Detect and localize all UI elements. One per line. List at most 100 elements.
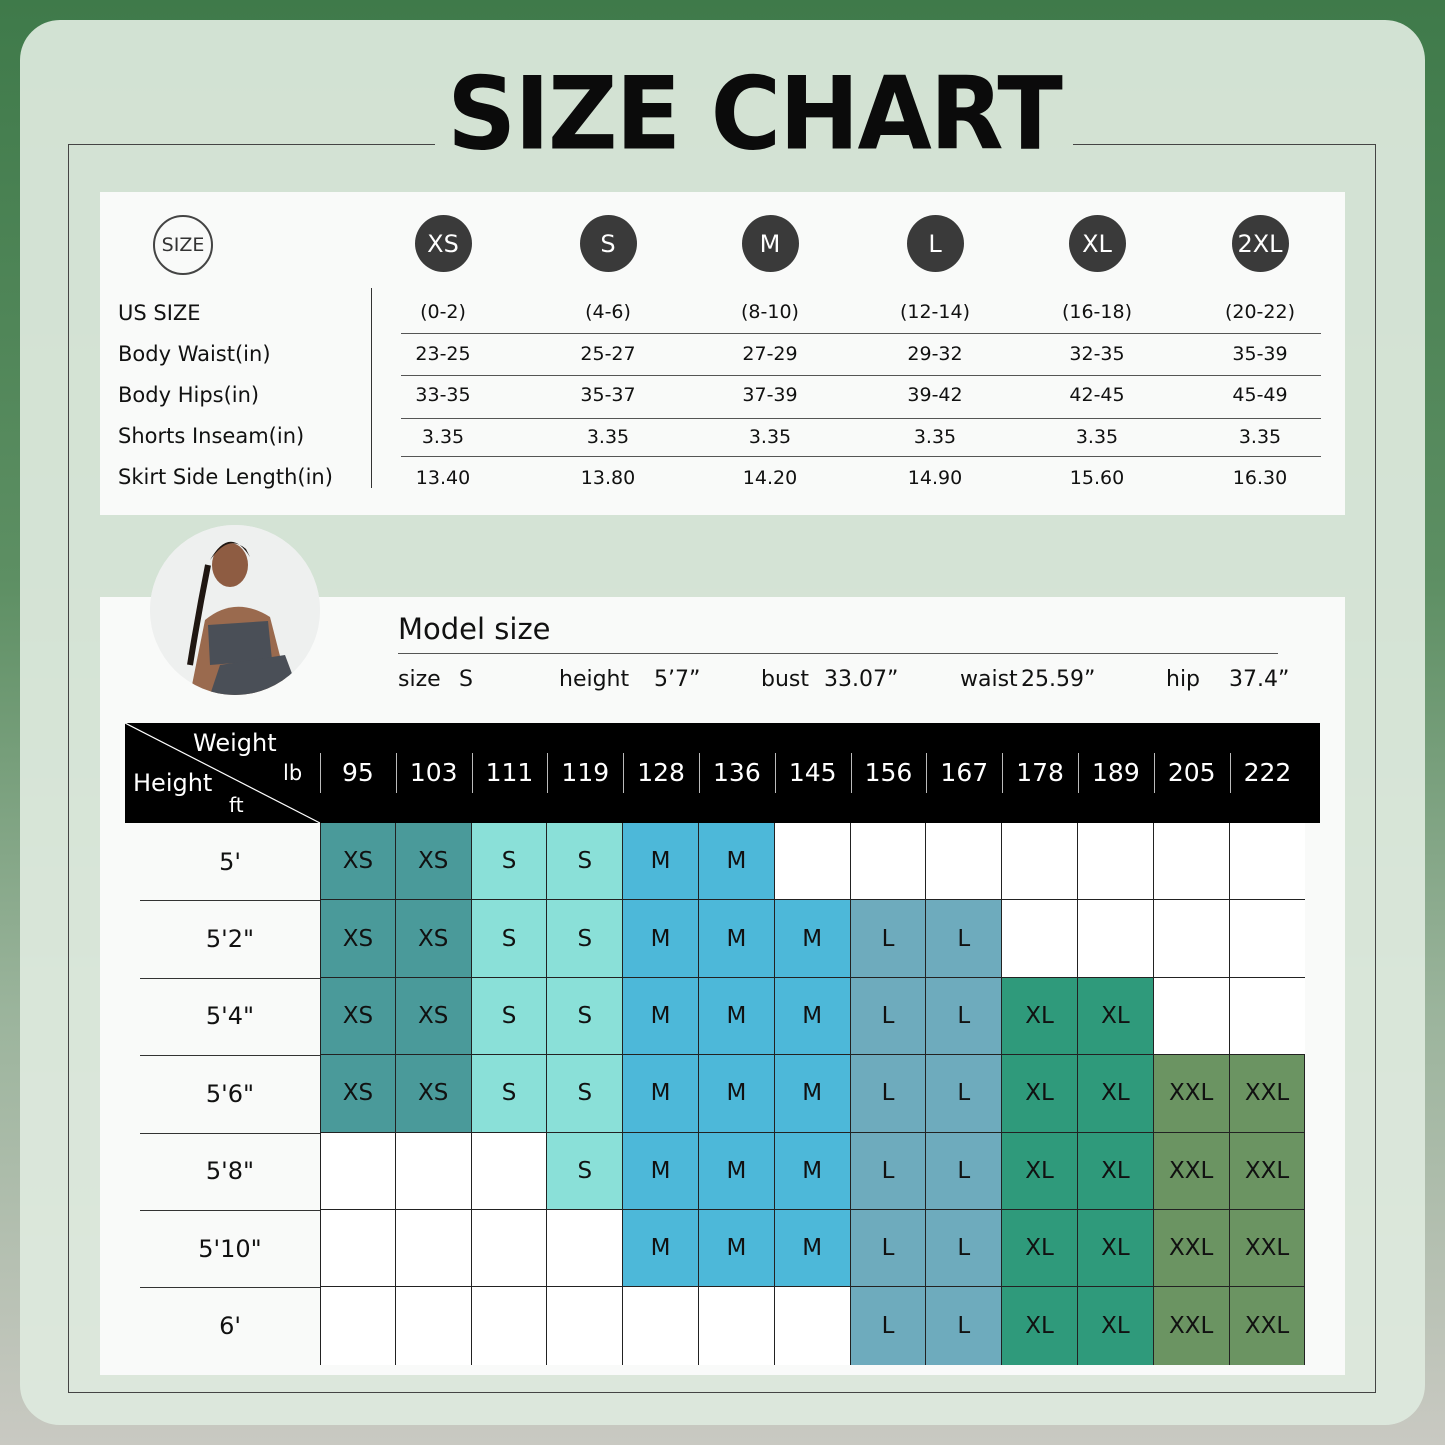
page-title: SIZE CHART — [447, 55, 1063, 173]
model-hip-label: hip — [1166, 667, 1201, 692]
size-cell — [1153, 977, 1230, 1056]
size-cell: S — [547, 823, 624, 901]
size-cell: L — [926, 1055, 1003, 1133]
size-value: (8-10) — [741, 301, 799, 323]
size-cell — [320, 1132, 396, 1210]
size-cell: L — [850, 1287, 927, 1365]
height-label: 5'4" — [205, 1002, 255, 1031]
weight-header: 167 — [940, 758, 989, 787]
size-cell: L — [850, 977, 927, 1056]
size-cell: M — [774, 1210, 851, 1288]
height-label: 5'2" — [205, 925, 255, 954]
size-cell: M — [699, 1055, 775, 1133]
model-waist-value: 25.59” — [1021, 667, 1096, 692]
size-cell: L — [926, 1287, 1003, 1365]
model-size-title: Model size — [398, 612, 551, 646]
size-value: 39-42 — [907, 384, 963, 406]
size-cell — [1153, 900, 1230, 978]
size-cell — [1002, 900, 1078, 978]
weight-header: 128 — [637, 758, 685, 787]
weight-header: 222 — [1243, 758, 1292, 787]
size-value: (12-14) — [899, 301, 971, 323]
size-cell: S — [547, 900, 624, 978]
size-value: (0-2) — [420, 301, 466, 323]
divider — [774, 753, 776, 793]
divider — [1229, 753, 1231, 793]
size-cell: M — [699, 1210, 775, 1288]
size-cell — [699, 1287, 775, 1365]
size-cell: XL — [1078, 1055, 1154, 1133]
size-value: 14.90 — [907, 467, 963, 489]
size-cell: S — [471, 900, 548, 978]
size-value: (20-22) — [1224, 301, 1296, 323]
size-cell — [547, 1287, 624, 1365]
size-value: 25-27 — [580, 343, 636, 365]
size-value: 37-39 — [742, 384, 798, 406]
size-cell: XL — [1078, 1132, 1154, 1210]
divider — [140, 1287, 320, 1289]
size-cell: L — [850, 1055, 927, 1133]
weight-header: 119 — [561, 758, 610, 787]
divider — [547, 753, 549, 793]
size-cell — [1153, 823, 1230, 901]
size-cell — [623, 1287, 699, 1365]
size-cell: M — [699, 823, 775, 901]
measurement-label: Body Hips(in) — [118, 383, 260, 407]
height-label: 5'6" — [205, 1079, 255, 1108]
size-cell: M — [623, 823, 699, 901]
weight-header: 95 — [341, 758, 374, 787]
size-cell — [395, 1210, 472, 1288]
size-value: 42-45 — [1069, 384, 1125, 406]
weight-header: 103 — [409, 758, 458, 787]
divider — [395, 753, 397, 793]
weight-header: 111 — [485, 758, 534, 787]
size-value: 45-49 — [1232, 384, 1288, 406]
divider — [68, 144, 435, 145]
size-value: 13.80 — [580, 467, 636, 489]
divider — [140, 1210, 320, 1211]
size-cell: L — [850, 1210, 927, 1288]
size-cell: XL — [1002, 977, 1078, 1056]
size-cell — [1078, 900, 1154, 978]
size-cell: S — [471, 823, 548, 901]
weight-unit: lb — [283, 761, 303, 785]
size-value: 14.20 — [742, 467, 798, 489]
divider — [699, 753, 700, 793]
size-cell: M — [774, 900, 851, 978]
size-cell: M — [699, 1132, 775, 1210]
size-value: 3.35 — [1075, 426, 1119, 448]
height-label: 5'10" — [198, 1234, 262, 1263]
size-cell: XS — [395, 977, 472, 1056]
size-value: 35-37 — [580, 384, 636, 406]
model-photo — [150, 525, 320, 695]
size-cell: L — [926, 900, 1003, 978]
divider — [401, 456, 1321, 457]
size-cell: XS — [320, 977, 396, 1056]
height-unit: ft — [229, 793, 244, 817]
size-cell — [850, 823, 927, 901]
measurement-labels: US SIZE Body Waist(in) Body Hips(in) Shorts… — [118, 298, 333, 503]
divider — [140, 900, 320, 902]
size-cell: L — [926, 1210, 1003, 1288]
height-label: Height — [133, 769, 213, 797]
size-cell: S — [547, 977, 624, 1056]
size-value: 23-25 — [415, 343, 471, 365]
weight-label: Weight — [193, 729, 277, 757]
size-value: (16-18) — [1061, 301, 1133, 323]
size-cell: XS — [320, 900, 396, 978]
size-column: 2XL — [1190, 215, 1330, 272]
size-cell: XL — [1002, 1287, 1078, 1365]
size-cell: S — [547, 1055, 624, 1133]
size-cell: L — [926, 977, 1003, 1056]
size-cell: XS — [320, 1055, 396, 1133]
size-circle-m: M — [741, 215, 799, 272]
height-label: 5' — [219, 847, 241, 876]
size-cell: XS — [395, 1055, 472, 1133]
divider — [401, 375, 1321, 376]
size-cell: XXL — [1229, 1132, 1306, 1210]
size-cell: XL — [1078, 977, 1154, 1056]
frame-border — [68, 145, 1376, 1393]
size-cell: XL — [1002, 1055, 1078, 1133]
size-value: 3.35 — [421, 426, 465, 448]
divider — [398, 653, 1278, 654]
